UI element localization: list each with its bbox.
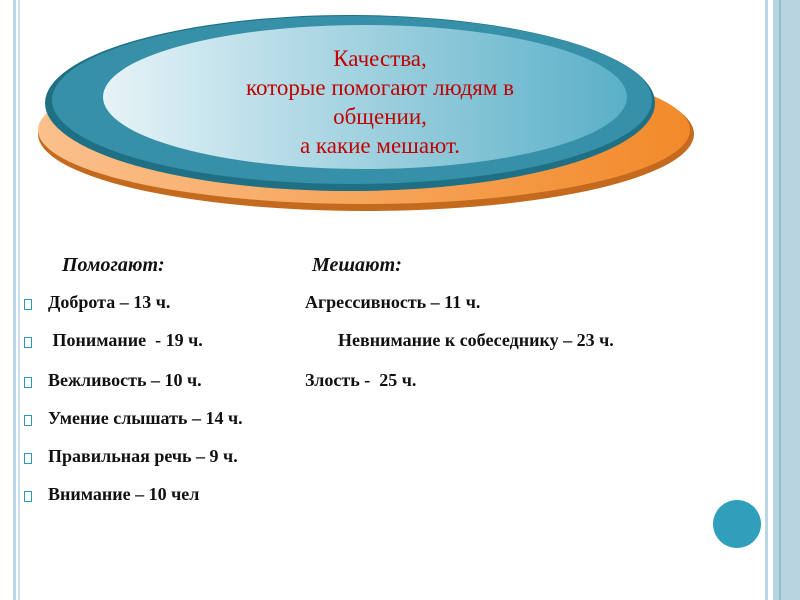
helps-header: Помогают: [62, 254, 165, 276]
right-border-line [765, 0, 768, 600]
title-line: а какие мешают. [299, 133, 461, 158]
left-border-line [13, 0, 16, 600]
title-line: общении, [333, 104, 427, 129]
bullet-square-icon [24, 377, 32, 388]
helps-item: Внимание – 10 чел [48, 484, 200, 504]
slide-title: Качества, которые помогают людям в общен… [150, 44, 610, 160]
teal-inner-ellipse [103, 25, 627, 169]
helps-item: Понимание - 19 ч. [48, 330, 203, 350]
title-ellipse-graphic [38, 15, 694, 211]
helps-item: Умение слышать – 14 ч. [48, 408, 243, 428]
right-border-line [779, 0, 781, 600]
decorative-circle-icon [713, 500, 761, 548]
helps-item: Правильная речь – 9 ч. [48, 446, 238, 466]
bullet-square-icon [24, 299, 32, 310]
hinders-item: Агрессивность – 11 ч. [305, 292, 481, 312]
bullet-square-icon [24, 415, 32, 426]
title-line: Качества, [333, 46, 427, 71]
left-border-line [18, 0, 20, 600]
bullet-square-icon [24, 491, 32, 502]
hinders-header: Мешают: [312, 254, 402, 276]
helps-item: Вежливость – 10 ч. [48, 370, 202, 390]
bullet-square-icon [24, 453, 32, 464]
hinders-item: Невнимание к собеседнику – 23 ч. [338, 330, 614, 350]
bullet-square-icon [24, 337, 32, 348]
hinders-item: Злость - 25 ч. [305, 370, 417, 390]
helps-item: Доброта – 13 ч. [48, 292, 171, 312]
right-border-band [773, 0, 800, 600]
title-line: которые помогают людям в [245, 75, 515, 100]
